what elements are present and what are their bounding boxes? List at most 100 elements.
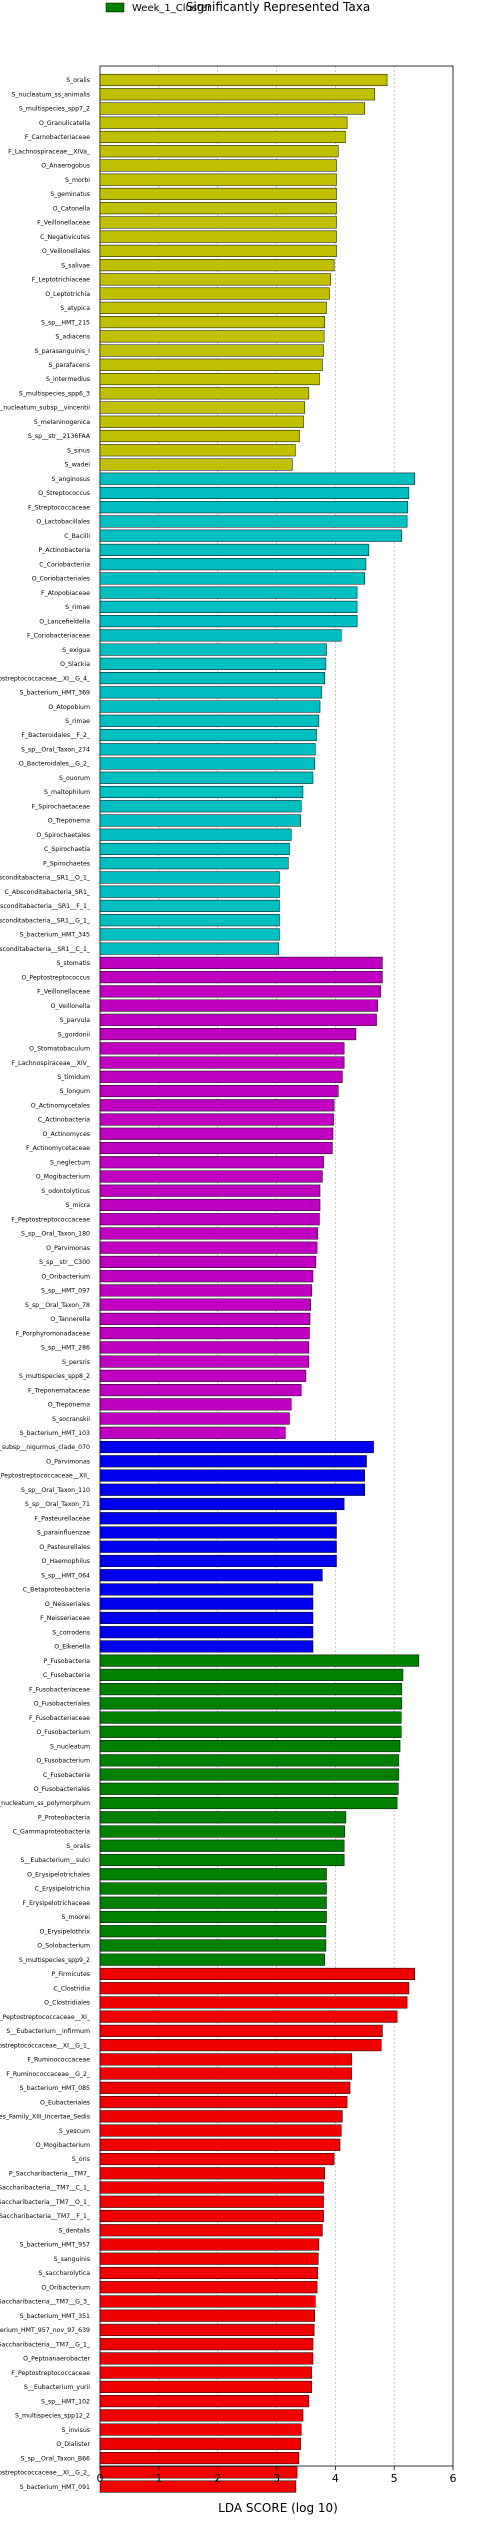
bar-label: O_Actinomyces <box>43 1131 90 1138</box>
bar <box>99 743 316 756</box>
legend-label: Week_1_Cluster <box>132 3 212 14</box>
bar <box>99 828 292 841</box>
bar-label: O_Oribacterium <box>41 2284 90 2291</box>
bar <box>99 1583 314 1596</box>
bar <box>99 301 327 314</box>
bar-label: S_bacterium_HMT_103 <box>20 1430 90 1437</box>
bar <box>99 1455 367 1468</box>
bar-label: O_Fusobacterium <box>36 1758 90 1765</box>
bar-label: O_Pasteurellales <box>39 1544 90 1551</box>
bar <box>99 971 383 984</box>
bar <box>99 558 367 571</box>
bar <box>99 928 280 941</box>
bar <box>99 1084 339 1098</box>
bar-label: F_Saccharibacteria__TM7__G_1_ <box>0 2341 91 2348</box>
bar-label: S_longum <box>60 1088 90 1095</box>
bar-label: O_Catonella <box>53 205 90 212</box>
bar <box>99 543 370 556</box>
bar <box>99 1412 290 1425</box>
bar-label: O_Peptostreptococcus <box>21 974 90 981</box>
bar-label: O_Coriobacteriales <box>32 576 90 583</box>
x-tick-label: 5 <box>391 2472 398 2485</box>
bar <box>99 1825 345 1838</box>
bar <box>99 2309 315 2322</box>
bar <box>99 159 337 172</box>
bar-label: S_invisus <box>62 2427 90 2434</box>
bar <box>99 1697 403 1710</box>
bar-label: P_Absconditabacteria__SR1__F_1_ <box>0 903 91 910</box>
bar <box>99 2024 383 2037</box>
bar-label: O_Lancefieldella <box>39 618 90 625</box>
bar <box>99 1925 327 1938</box>
bar-label: S__Eubacterium__infirmum <box>6 2028 90 2035</box>
bar-label: S_persris <box>62 1359 90 1366</box>
bar-label: S_bacterium_HMT_091 <box>20 2484 90 2491</box>
bar-label: F_Peptostreptococcaceae__XI__G_4_ <box>0 675 91 682</box>
bar <box>99 1683 403 1696</box>
bar-label: O_Haemophilus <box>42 1558 90 1565</box>
bar-label: O_Treponema <box>48 1402 91 1409</box>
bar-label: C_Fusobacteria <box>43 1672 90 1679</box>
bar-label: O_Absconditabacteria__SR1__G_1_ <box>0 917 91 924</box>
bar <box>99 1882 327 1895</box>
bar-label: S_sp__Oral_Taxon_274 <box>21 746 90 753</box>
bar <box>99 216 337 229</box>
bar <box>99 600 358 613</box>
bar <box>99 401 305 414</box>
bar-label: O_Dialister <box>56 2441 90 2448</box>
bar <box>99 1967 416 1980</box>
bar <box>99 1497 345 1511</box>
bar <box>99 1384 302 1397</box>
bar <box>99 1156 324 1169</box>
bar <box>99 244 337 257</box>
bar-label: S_maltophilum <box>44 789 90 796</box>
bar <box>99 444 296 457</box>
bar-label: C_Erysipelotrichia <box>35 1886 90 1893</box>
x-axis-title: LDA SCORE (log 10) <box>218 2501 338 2515</box>
bar-label: F_Clostridiales_Family_XIII_Incertae_Sed… <box>0 2114 90 2121</box>
bar-label: C_Bacilli <box>64 533 90 540</box>
bar <box>99 458 293 471</box>
bar-label: S_sp__Oral_Taxon_71 <box>25 1501 90 1508</box>
bar <box>99 672 325 685</box>
bar-label: F_Saccharibacteria__TM7__F_1_ <box>0 2213 91 2220</box>
bar-label: O_Leptotrichia <box>45 291 90 298</box>
bar-label: F_Peptostreptococcaceae__XI__G_2_ <box>0 2470 91 2477</box>
bar-label: S_nucleatum <box>50 1743 90 1750</box>
bar <box>99 2295 316 2308</box>
bar <box>99 1839 345 1852</box>
bar <box>99 330 325 343</box>
bar <box>99 102 365 115</box>
bar-label: S_sp__HMT_097 <box>41 1288 90 1295</box>
bar-label: C_Gammaproteobacteria <box>13 1829 91 1836</box>
bar <box>99 1469 365 1482</box>
bar <box>99 757 315 770</box>
bar <box>99 842 290 856</box>
bar-label: S_gordonii <box>58 1031 91 1038</box>
bar-label: P_Fusobacteria <box>44 1658 91 1665</box>
bar <box>99 1868 327 1881</box>
bar <box>99 956 383 969</box>
x-tick-labels: 0 1 2 3 4 5 6 <box>97 2466 457 2485</box>
bar <box>99 2338 314 2351</box>
x-tick-label: 6 <box>450 2472 457 2485</box>
bar <box>99 1953 325 1966</box>
bar-label: O_Neisseriales <box>45 1601 90 1608</box>
bar <box>99 1811 347 1824</box>
bar <box>99 871 280 884</box>
bar-label: F_Atopobiaceae <box>41 590 90 597</box>
bar-label: O_Lactobacillales <box>36 519 90 526</box>
bar <box>99 1042 345 1055</box>
bar-label: O_Peptoanaerobacter <box>23 2356 90 2363</box>
bar <box>99 914 280 927</box>
bar-label: F_Ruminococcaceae <box>27 2057 90 2064</box>
bar-label: S_oralis <box>66 77 90 84</box>
bar-label: O_Atopobium <box>48 704 90 711</box>
x-tick-label: 4 <box>332 2472 339 2485</box>
bar <box>99 415 304 428</box>
bar <box>99 1198 321 1212</box>
bar <box>99 1526 337 1539</box>
bar-label: S_multispecies_spp8_2 <box>19 1373 90 1380</box>
bar-label: S_ouorum <box>59 775 90 782</box>
bar-label: O_Streptococcus <box>38 490 90 497</box>
